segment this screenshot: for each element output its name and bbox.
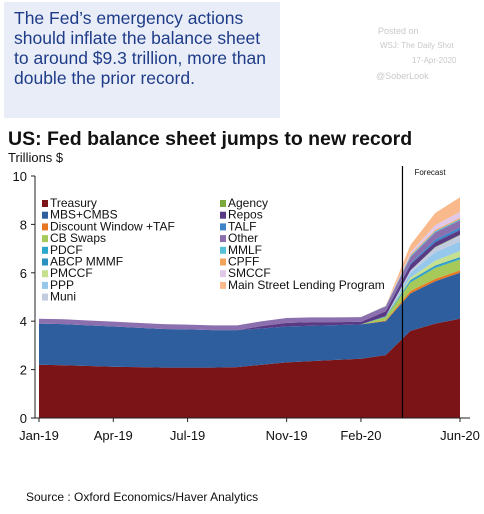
x-tick-label: Jul-19 <box>170 428 205 443</box>
y-tick-label: 4 <box>20 314 27 329</box>
legend-swatch <box>220 235 226 243</box>
watermark-posted: Posted on <box>378 26 419 36</box>
watermark-source: WSJ: The Daily Shot <box>380 41 454 50</box>
axes: 0 2 4 6 8 10 Jan-19 Apr-19 Jul-19 Nov-19 Feb-20 Jun… <box>13 166 480 443</box>
y-tick-label: 2 <box>20 363 27 378</box>
legend-label: Treasury <box>50 196 97 210</box>
legend-label: Repos <box>228 208 263 222</box>
legend-swatch <box>220 200 226 207</box>
legend-label: PPP <box>50 278 74 292</box>
forecast-label: Forecast <box>414 168 446 177</box>
chart-title: US: Fed balance sheet jumps to new recor… <box>8 128 413 150</box>
x-tick-label: Jun-20 <box>440 428 480 443</box>
area-layers <box>39 197 460 418</box>
legend-label: CB Swaps <box>50 231 106 245</box>
y-tick-label: 8 <box>20 217 27 232</box>
legend-swatch <box>220 223 226 231</box>
legend-swatch <box>220 270 226 278</box>
legend-label: ABCP MMMF <box>50 255 123 269</box>
y-tick-label: 0 <box>20 411 27 426</box>
legend-swatch <box>42 293 48 301</box>
legend-swatch <box>220 281 226 289</box>
legend-label: PDCF <box>50 243 83 257</box>
legend-swatch <box>42 223 48 231</box>
callout-box: The Fed’s emergency actions should infla… <box>4 2 280 118</box>
watermark-handle: @SoberLook <box>376 71 429 81</box>
legend-swatch <box>220 258 226 266</box>
legend-swatch <box>42 235 48 243</box>
legend-label: Other <box>228 231 258 245</box>
source-note: Source : Oxford Economics/Haver Analytic… <box>26 490 259 504</box>
y-tick-label: 10 <box>13 169 27 184</box>
x-tick-label: Apr-19 <box>94 428 133 443</box>
legend-swatch <box>42 281 48 289</box>
callout-text: The Fed’s emergency actions should infla… <box>14 8 266 88</box>
legend-label: PMCCF <box>50 266 93 280</box>
y-axis-label: Trillions $ <box>8 150 64 165</box>
area-treasury <box>39 318 460 418</box>
legend-label: Discount Window +TAF <box>50 219 175 233</box>
legend-label: MBS+CMBS <box>50 208 118 222</box>
x-tick-label: Feb-20 <box>340 428 381 443</box>
legend-label: MMLF <box>228 243 262 257</box>
legend-swatch <box>42 270 48 278</box>
legend-swatch <box>42 200 48 207</box>
legend-label: CPFF <box>228 255 259 269</box>
x-tick-label: Nov-19 <box>266 428 308 443</box>
legend-swatch <box>42 246 48 254</box>
legend-swatch <box>42 258 48 266</box>
x-tick-label: Jan-19 <box>19 428 59 443</box>
legend-label: TALF <box>228 219 256 233</box>
area-mbs-cmbs <box>39 272 460 368</box>
legend-swatch <box>220 246 226 254</box>
legend-label: Main Street Lending Program <box>228 278 385 292</box>
legend-swatch <box>42 211 48 219</box>
legend-swatch <box>220 211 226 219</box>
legend-label: Muni <box>50 290 76 304</box>
watermark-date: 17-Apr-2020 <box>412 56 457 65</box>
y-tick-label: 6 <box>20 266 27 281</box>
legend-label: SMCCF <box>228 266 271 280</box>
legend-label: Agency <box>228 196 268 210</box>
